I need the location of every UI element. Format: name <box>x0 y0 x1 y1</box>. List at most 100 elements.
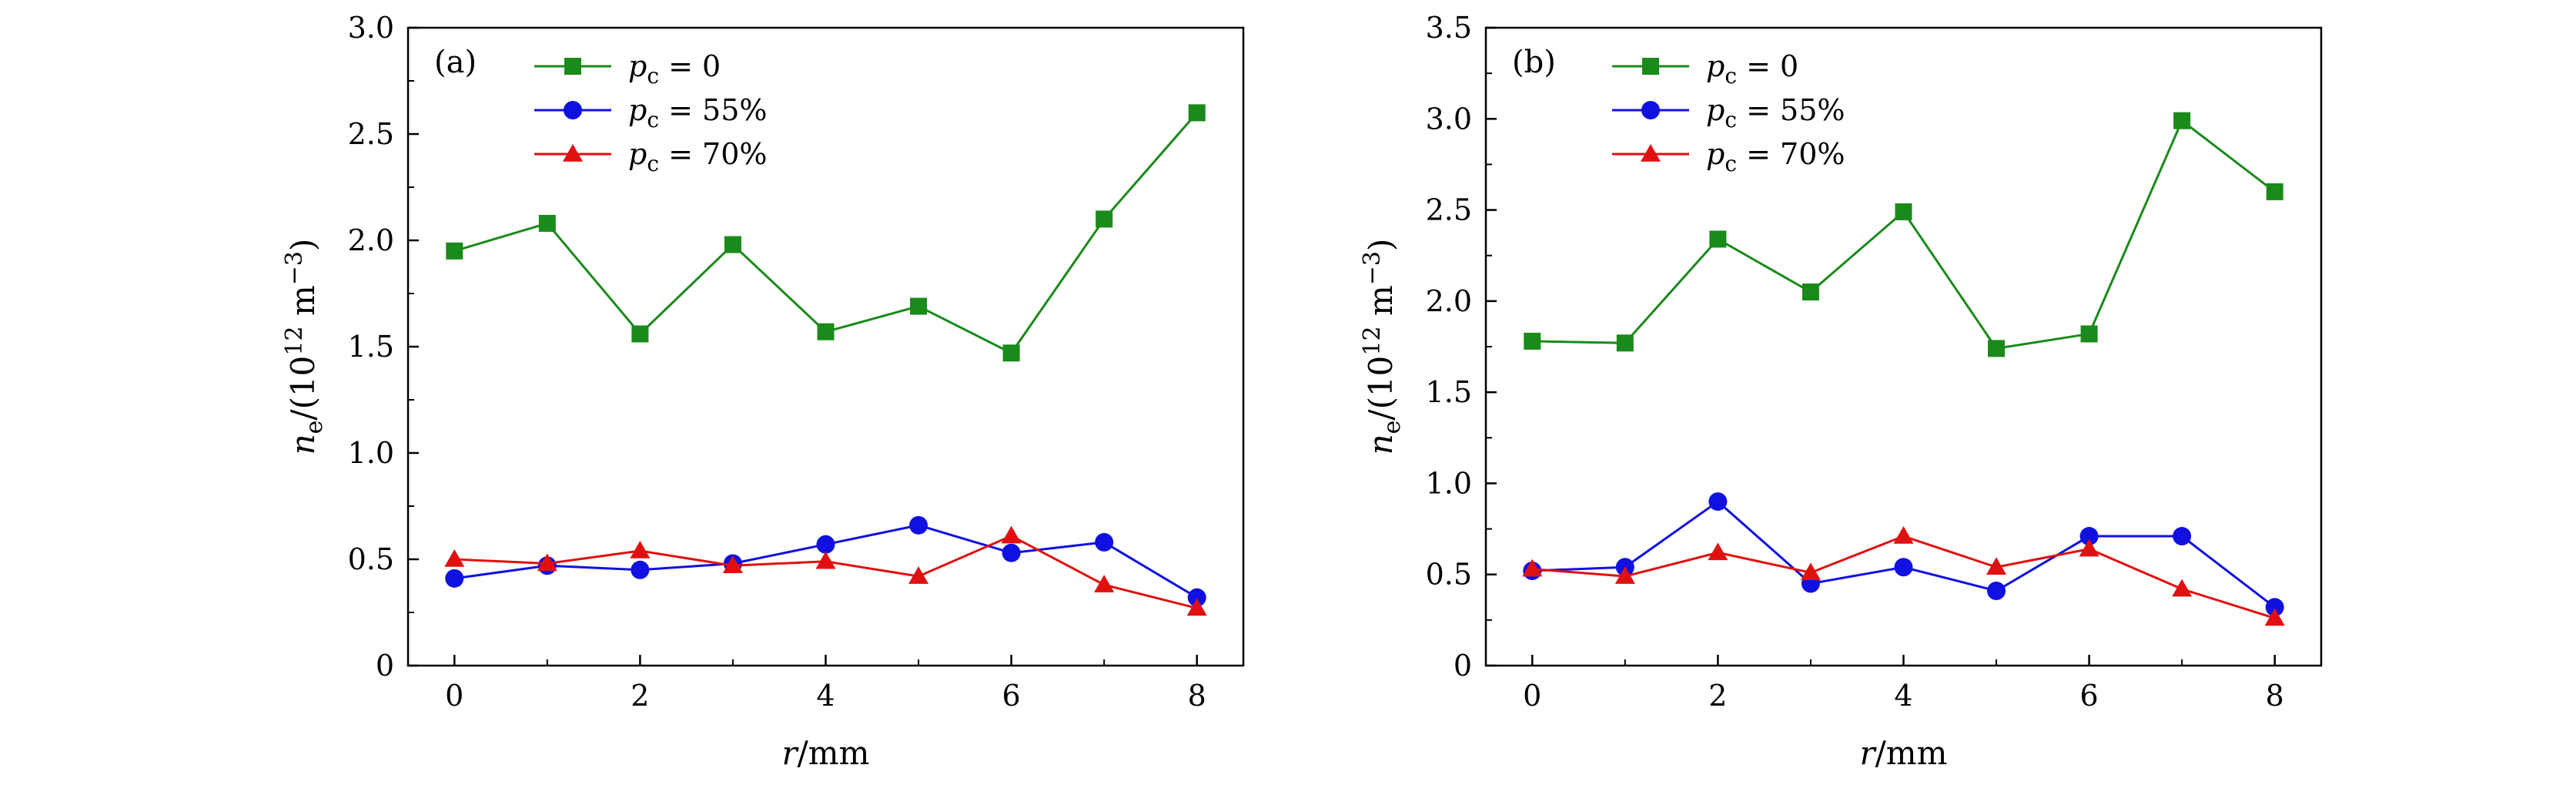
legend-entry-label: pc = 0 <box>1706 49 1798 89</box>
data-point-circle <box>445 569 464 588</box>
y-tick-label: 1.0 <box>348 436 394 470</box>
y-tick-label: 1.5 <box>348 330 394 364</box>
x-tick-label: 8 <box>2266 679 2284 713</box>
x-axis-title: r/mm <box>782 734 870 772</box>
y-tick-label: 0 <box>376 649 394 683</box>
x-tick-label: 0 <box>445 679 463 713</box>
y-tick-label: 1.0 <box>1426 466 1472 500</box>
data-point-square <box>1616 334 1634 352</box>
y-tick-label: 2.5 <box>348 117 394 151</box>
data-point-circle <box>631 560 650 579</box>
data-point-triangle <box>1893 526 1914 544</box>
data-point-triangle <box>1986 557 2007 575</box>
data-point-square <box>1895 203 1912 220</box>
x-tick-label: 2 <box>1708 679 1727 713</box>
legend-marker-triangle <box>1641 144 1661 162</box>
legend-marker-circle <box>564 101 582 119</box>
y-tick-label: 0.5 <box>1426 558 1472 592</box>
data-point-square <box>1709 230 1727 248</box>
series-line-circle <box>1532 500 2276 609</box>
legend-marker-square <box>1642 58 1659 75</box>
data-point-triangle <box>1708 542 1728 561</box>
legend-entry-label: pc = 70% <box>628 137 767 176</box>
series-line-triangle <box>1532 535 2276 619</box>
data-point-triangle <box>537 553 557 572</box>
x-tick-label: 0 <box>1523 679 1541 713</box>
data-point-square <box>1524 332 1541 350</box>
y-tick-label: 3.0 <box>1426 102 1472 136</box>
data-point-circle <box>1187 588 1206 607</box>
data-point-triangle <box>1001 525 1022 544</box>
legend-entry-label: pc = 70% <box>1706 137 1845 176</box>
data-point-triangle <box>815 551 836 569</box>
series-line-square <box>453 112 1198 355</box>
data-point-square <box>2080 325 2098 343</box>
data-point-triangle <box>2264 608 2285 626</box>
data-point-circle <box>816 535 835 554</box>
data-point-square <box>446 242 463 260</box>
data-point-triangle <box>444 549 465 567</box>
data-point-square <box>910 297 928 315</box>
data-point-circle <box>2079 527 2099 546</box>
panel-label: (a) <box>434 45 477 80</box>
data-point-circle <box>2173 527 2192 546</box>
y-tick-label: 2.0 <box>1426 284 1472 318</box>
data-point-square <box>2266 183 2283 200</box>
data-point-triangle <box>1186 598 1207 616</box>
data-point-triangle <box>2172 579 2193 597</box>
legend-marker-square <box>564 58 581 75</box>
data-point-triangle <box>1522 559 1543 577</box>
data-point-square <box>1002 344 1020 362</box>
x-tick-label: 8 <box>1188 679 1206 713</box>
data-point-triangle <box>1800 562 1821 581</box>
x-tick-label: 2 <box>631 679 649 713</box>
data-point-triangle <box>1614 566 1635 584</box>
x-axis-title: r/mm <box>1860 734 1948 772</box>
data-point-circle <box>909 515 928 535</box>
data-point-square <box>1802 283 1819 301</box>
data-point-square <box>724 236 741 253</box>
y-tick-label: 1.5 <box>1426 375 1472 409</box>
data-point-triangle <box>908 566 929 584</box>
data-point-square <box>1096 210 1113 228</box>
y-axis-title: ne/(1012 m−3) <box>1359 239 1406 455</box>
y-tick-label: 0.5 <box>348 542 394 576</box>
data-point-circle <box>1708 492 1728 512</box>
x-tick-label: 6 <box>2080 679 2099 713</box>
y-tick-label: 3.0 <box>348 11 394 45</box>
legend-marker-triangle <box>563 144 583 162</box>
data-point-square <box>631 325 649 343</box>
legend-entry-label: pc = 55% <box>628 93 767 133</box>
data-point-circle <box>1095 532 1114 552</box>
x-tick-label: 4 <box>816 679 835 713</box>
chart-panel-a: 0 2 4 6 8 0 0.5 1.0 1.5 2.0 2.5 3.0 r/mm ne/(1012 m−3… <box>281 11 1245 772</box>
y-tick-label: 2.0 <box>348 223 394 257</box>
data-point-square <box>1988 340 2006 357</box>
plot-frame <box>406 26 1245 667</box>
data-point-triangle <box>2079 538 2099 557</box>
data-point-square <box>1188 104 1206 122</box>
data-point-circle <box>1987 582 2006 601</box>
y-tick-label: 3.5 <box>1426 11 1472 45</box>
x-tick-label: 6 <box>1002 679 1021 713</box>
panel-label: (b) <box>1512 45 1556 80</box>
data-point-circle <box>1894 558 1913 577</box>
y-axis-title: ne/(1012 m−3) <box>281 239 328 455</box>
y-tick-label: 0 <box>1454 649 1472 683</box>
legend-entry-label: pc = 55% <box>1706 93 1845 133</box>
data-point-circle <box>1002 543 1021 562</box>
legend-marker-circle <box>1641 101 1660 119</box>
legend-entry-label: pc = 0 <box>628 49 721 89</box>
chart-panel-b: 0 2 4 6 8 0 0.5 1.0 1.5 2.0 2.5 3.0 3.5 r/mm ne/(1012 … <box>1359 11 2323 772</box>
data-point-triangle <box>722 555 743 574</box>
data-point-square <box>2173 112 2191 129</box>
data-point-triangle <box>630 540 651 559</box>
data-point-circle <box>2265 598 2284 617</box>
data-point-square <box>817 323 835 341</box>
data-point-square <box>538 214 556 232</box>
x-tick-label: 4 <box>1894 679 1912 713</box>
y-tick-label: 2.5 <box>1426 193 1472 227</box>
data-point-triangle <box>1094 575 1115 592</box>
